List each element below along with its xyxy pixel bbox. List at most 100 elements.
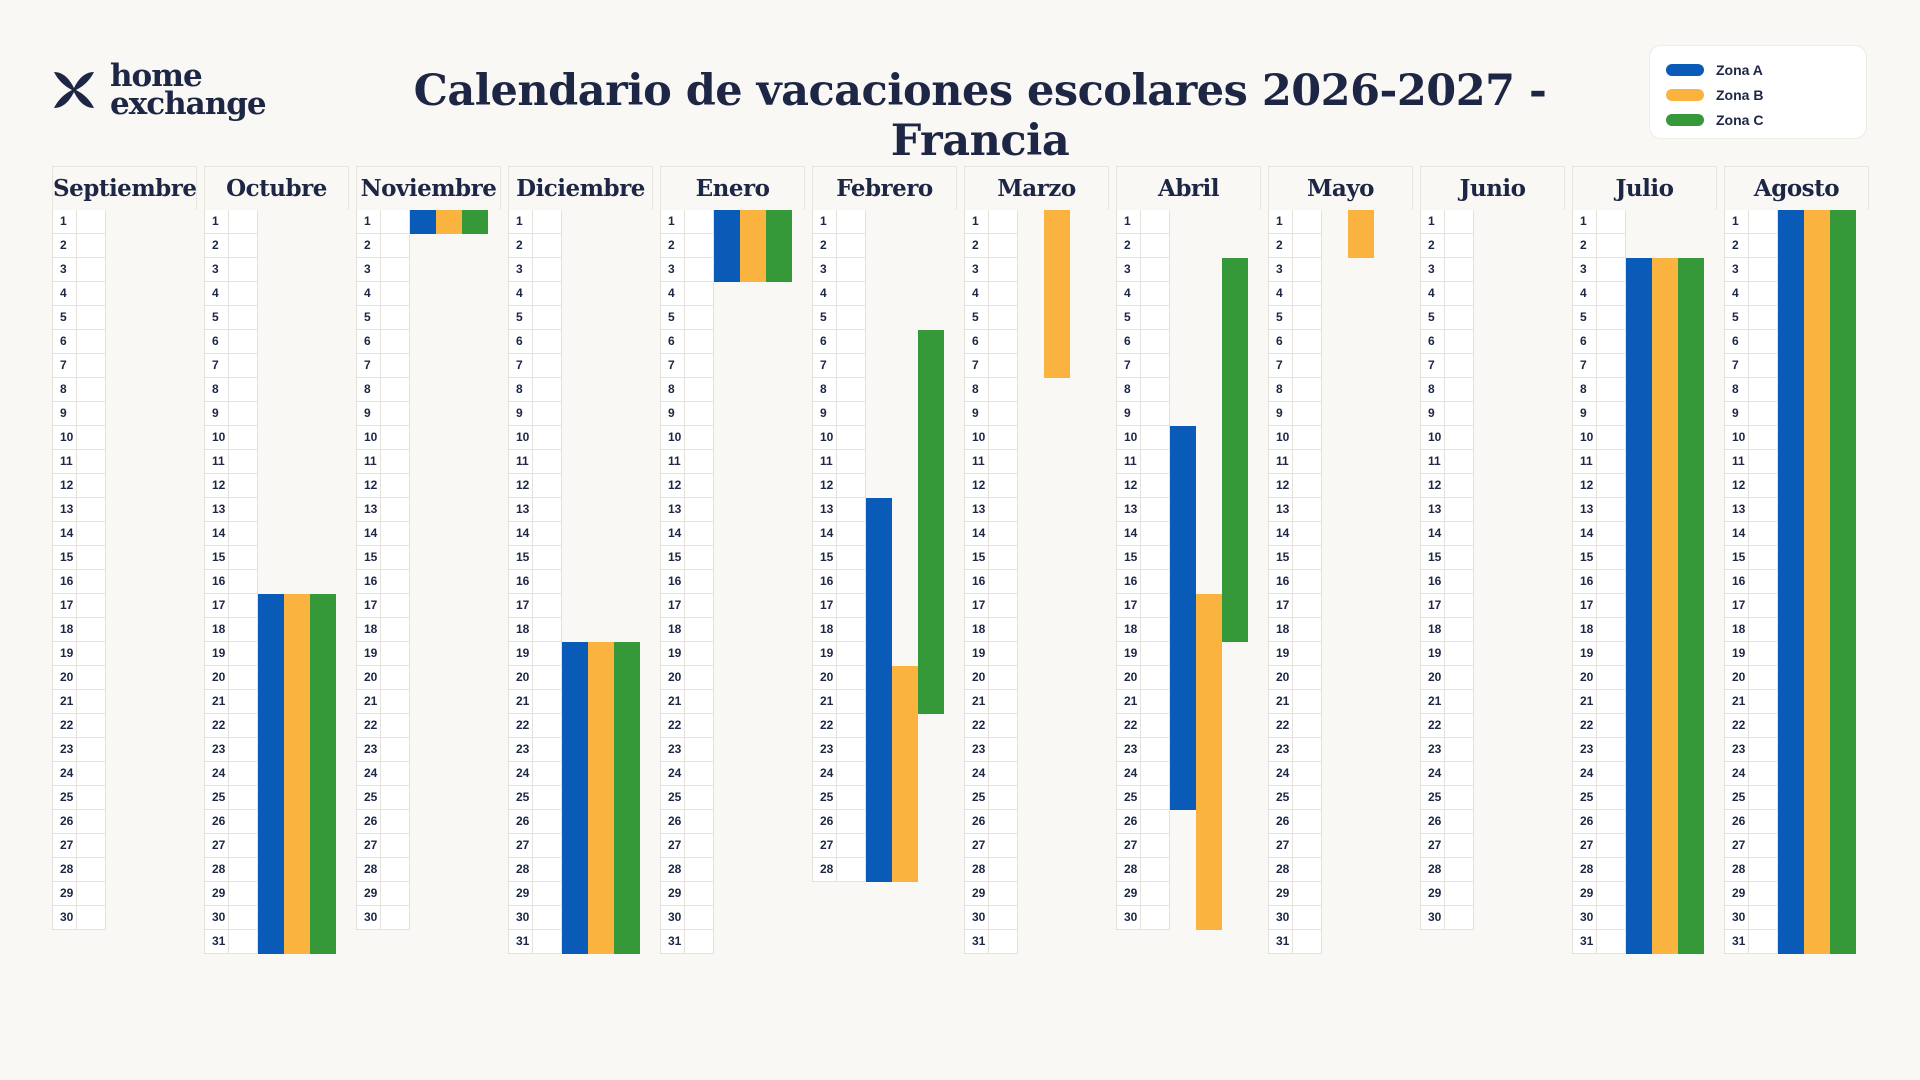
- day-number: 31: [1573, 930, 1597, 953]
- day-row: 28: [1572, 858, 1626, 882]
- month-header: Diciembre: [508, 166, 653, 210]
- vacation-bar-zona-a: [866, 498, 892, 882]
- day-number: 16: [813, 570, 837, 593]
- day-row: 9: [1724, 402, 1778, 426]
- day-row: 31: [660, 930, 714, 954]
- day-number: 25: [357, 786, 381, 809]
- day-row: 2: [1572, 234, 1626, 258]
- day-number: 27: [1421, 834, 1445, 857]
- day-row: 8: [660, 378, 714, 402]
- day-number: 26: [661, 810, 685, 833]
- day-row: 9: [52, 402, 106, 426]
- day-row: 17: [52, 594, 106, 618]
- day-number: 26: [1117, 810, 1141, 833]
- day-row: 18: [1572, 618, 1626, 642]
- day-number: 8: [1269, 378, 1293, 401]
- day-number: 27: [53, 834, 77, 857]
- day-row: 9: [1268, 402, 1322, 426]
- day-number: 3: [813, 258, 837, 281]
- day-number: 9: [965, 402, 989, 425]
- day-row: 31: [204, 930, 258, 954]
- days-list: 1 2 3 4 5 6 7 8 9 10 11 12 13 14 15 16 17 18 19 20 21 22 23 24 2…: [356, 210, 501, 930]
- day-row: 22: [204, 714, 258, 738]
- day-number: 3: [1421, 258, 1445, 281]
- vacation-bar-zona-b: [588, 642, 614, 954]
- day-number: 4: [205, 282, 229, 305]
- day-row: 23: [508, 738, 562, 762]
- day-number: 22: [965, 714, 989, 737]
- day-row: 4: [1116, 282, 1170, 306]
- day-number: 21: [205, 690, 229, 713]
- days-list: 1 2 3 4 5 6 7 8 9 10 11 12 13 14 15 16 17 18 19 20 21 22 23 24 2…: [1116, 210, 1261, 930]
- day-number: 24: [1421, 762, 1445, 785]
- day-row: 15: [812, 546, 866, 570]
- day-number: 16: [53, 570, 77, 593]
- day-number: 4: [965, 282, 989, 305]
- day-row: 10: [660, 426, 714, 450]
- day-number: 29: [1573, 882, 1597, 905]
- vacation-bar-zona-b: [740, 210, 766, 282]
- day-row: 18: [1724, 618, 1778, 642]
- day-number: 24: [1269, 762, 1293, 785]
- day-number: 7: [965, 354, 989, 377]
- day-row: 22: [1572, 714, 1626, 738]
- day-row: 14: [812, 522, 866, 546]
- day-number: 29: [1269, 882, 1293, 905]
- day-number: 16: [965, 570, 989, 593]
- day-number: 25: [1421, 786, 1445, 809]
- day-row: 15: [204, 546, 258, 570]
- day-number: 1: [965, 210, 989, 233]
- day-number: 24: [509, 762, 533, 785]
- day-row: 10: [204, 426, 258, 450]
- day-number: 20: [1725, 666, 1749, 689]
- day-number: 14: [1573, 522, 1597, 545]
- page-title: Calendario de vacaciones escolares 2026-…: [413, 66, 1547, 166]
- day-row: 25: [1268, 786, 1322, 810]
- brand-logo[interactable]: home exchange: [50, 61, 267, 120]
- day-number: 24: [357, 762, 381, 785]
- day-number: 5: [1725, 306, 1749, 329]
- day-number: 11: [1573, 450, 1597, 473]
- day-row: 25: [964, 786, 1018, 810]
- day-row: 6: [660, 330, 714, 354]
- day-number: 19: [1269, 642, 1293, 665]
- day-number: 26: [813, 810, 837, 833]
- day-number: 14: [965, 522, 989, 545]
- day-row: 11: [1724, 450, 1778, 474]
- day-row: 17: [1116, 594, 1170, 618]
- day-row: 14: [356, 522, 410, 546]
- day-row: 29: [1268, 882, 1322, 906]
- day-row: 1: [1116, 210, 1170, 234]
- day-row: 18: [1268, 618, 1322, 642]
- day-row: 14: [964, 522, 1018, 546]
- day-row: 8: [1420, 378, 1474, 402]
- day-row: 20: [660, 666, 714, 690]
- day-number: 15: [509, 546, 533, 569]
- day-row: 21: [52, 690, 106, 714]
- day-row: 12: [204, 474, 258, 498]
- day-number: 10: [661, 426, 685, 449]
- day-row: 3: [1116, 258, 1170, 282]
- day-row: 4: [1724, 282, 1778, 306]
- day-number: 19: [1421, 642, 1445, 665]
- day-row: 25: [1116, 786, 1170, 810]
- day-number: 10: [1117, 426, 1141, 449]
- day-row: 7: [812, 354, 866, 378]
- day-row: 7: [356, 354, 410, 378]
- day-row: 20: [812, 666, 866, 690]
- day-number: 30: [1725, 906, 1749, 929]
- day-number: 2: [1421, 234, 1445, 257]
- day-number: 13: [813, 498, 837, 521]
- vacation-bar-zona-a: [714, 210, 740, 282]
- day-row: 18: [1116, 618, 1170, 642]
- day-row: 21: [1116, 690, 1170, 714]
- day-row: 9: [508, 402, 562, 426]
- day-row: 16: [660, 570, 714, 594]
- day-row: 15: [964, 546, 1018, 570]
- day-number: 9: [1117, 402, 1141, 425]
- day-row: 12: [1268, 474, 1322, 498]
- day-row: 6: [204, 330, 258, 354]
- day-number: 15: [1269, 546, 1293, 569]
- day-number: 10: [357, 426, 381, 449]
- day-row: 11: [356, 450, 410, 474]
